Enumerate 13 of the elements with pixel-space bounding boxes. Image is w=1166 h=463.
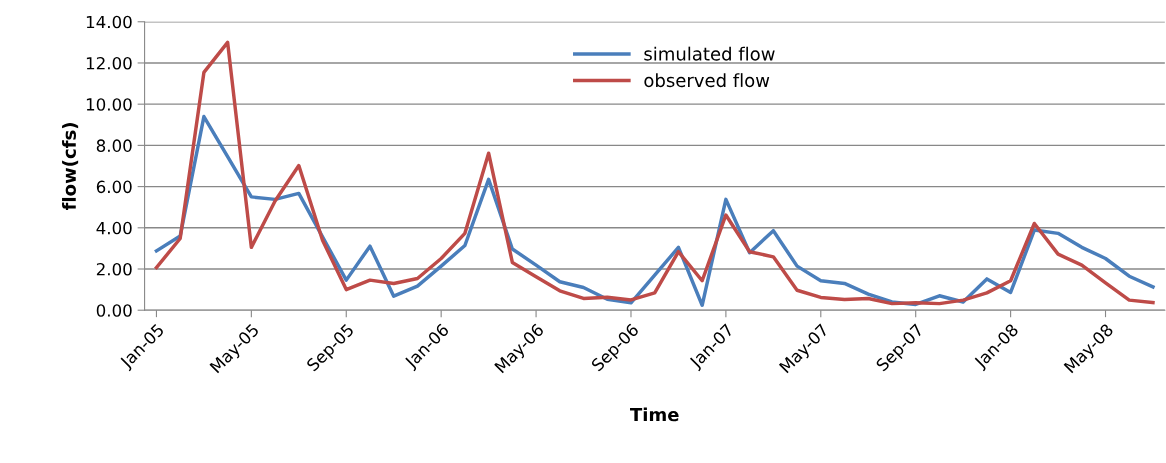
y-tick-label: 12.00 xyxy=(86,56,132,70)
y-tick-label: 4.00 xyxy=(96,221,132,235)
y-tick-label: 8.00 xyxy=(96,139,132,152)
y-tick-label: 6.00 xyxy=(96,180,132,194)
y-tick-label: 10.00 xyxy=(86,98,132,111)
line-series xyxy=(154,40,1155,306)
y-tick-label: 14.00 xyxy=(86,15,132,29)
y-tick-label: 0.00 xyxy=(96,304,132,317)
x-axis-title: Time xyxy=(630,407,679,422)
y-axis-title: flow(cfs) xyxy=(62,123,79,211)
legend-label: simulated flow xyxy=(644,46,775,61)
legend-label: observed flow xyxy=(644,73,770,88)
y-tick-label: 2.00 xyxy=(96,262,132,276)
